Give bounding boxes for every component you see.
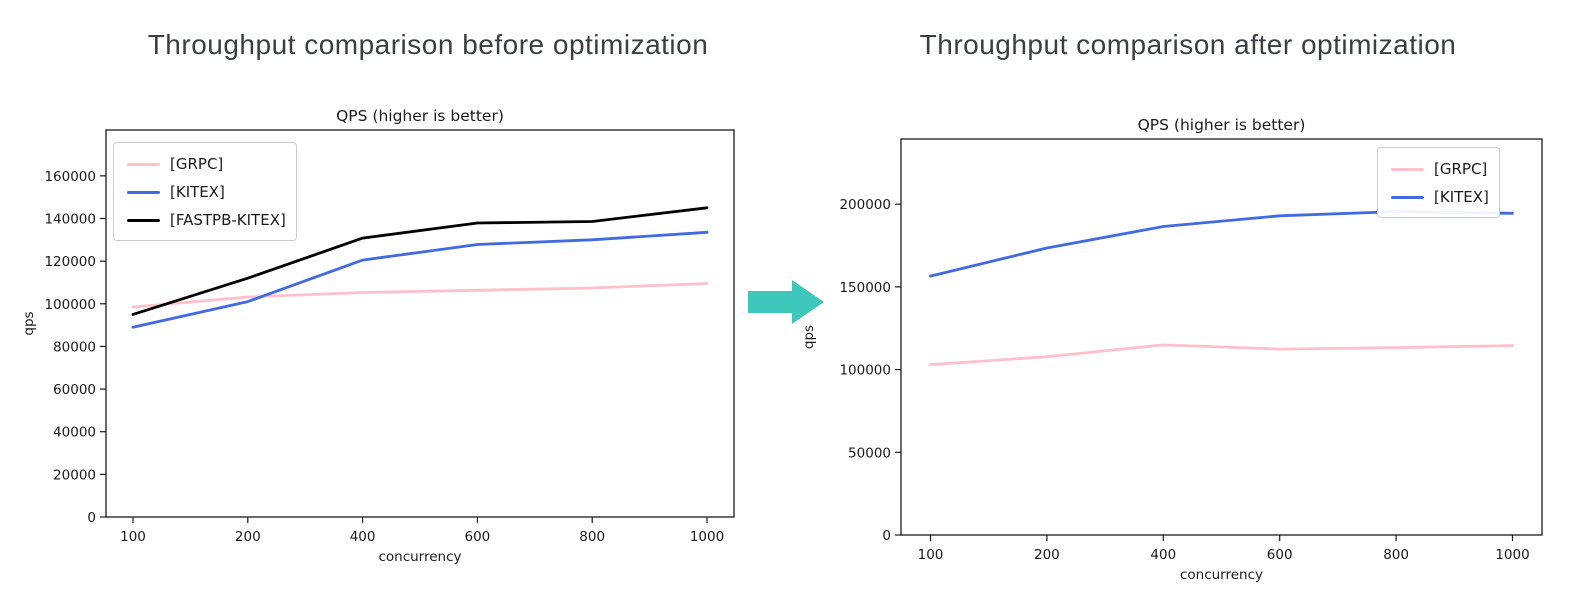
chart-title: QPS (higher is better) bbox=[1138, 116, 1306, 134]
legend-label: [KITEX] bbox=[170, 183, 225, 201]
right-block-arrow-icon bbox=[748, 280, 824, 324]
x-tick-label: 400 bbox=[1150, 547, 1176, 563]
y-axis-label: qps bbox=[801, 325, 817, 349]
heading-after-optimization: Throughput comparison after optimization bbox=[919, 29, 1457, 60]
series-line-fastpb-kitex bbox=[131, 206, 709, 316]
x-tick-label: 200 bbox=[235, 529, 261, 545]
series-line-kitex bbox=[929, 210, 1514, 278]
legend-item-fastpb-kitex: [FASTPB-KITEX] bbox=[124, 206, 286, 234]
legend-label: [GRPC] bbox=[170, 155, 224, 173]
transition-arrow bbox=[748, 280, 824, 324]
x-tick-label: 600 bbox=[465, 529, 491, 545]
series-line-kitex bbox=[131, 230, 709, 329]
chart-after: QPS (higher is better) 0 50000 100000 150000… bbox=[801, 116, 1543, 583]
x-tick-label: 800 bbox=[1383, 547, 1409, 563]
y-tick-label: 0 bbox=[882, 528, 891, 544]
y-tick-label: 100000 bbox=[44, 297, 96, 313]
x-tick-label: 800 bbox=[579, 529, 605, 545]
x-tick-label: 100 bbox=[120, 529, 146, 545]
heading-before-optimization: Throughput comparison before optimizatio… bbox=[147, 29, 709, 60]
x-axis-label: concurrency bbox=[1180, 567, 1263, 583]
y-tick-label: 120000 bbox=[44, 254, 96, 270]
x-tick-label: 200 bbox=[1034, 547, 1060, 563]
legend-label: [FASTPB-KITEX] bbox=[170, 211, 286, 229]
y-tick-label: 20000 bbox=[53, 467, 96, 483]
chart-title: QPS (higher is better) bbox=[336, 107, 504, 125]
y-axis-label: qps bbox=[21, 311, 37, 335]
legend-label: [KITEX] bbox=[1434, 188, 1489, 206]
y-tick-label: 140000 bbox=[44, 211, 96, 227]
y-tick-label: 200000 bbox=[839, 197, 891, 213]
legend-line-sample bbox=[127, 190, 160, 194]
legend-item-grpc: [GRPC] bbox=[1388, 155, 1489, 183]
legend-before: [GRPC] [KITEX] [FASTPB-KITEX] bbox=[113, 142, 297, 241]
plot-frame bbox=[105, 129, 735, 518]
y-tick-label: 160000 bbox=[44, 169, 96, 185]
y-tick-label: 80000 bbox=[53, 339, 96, 355]
legend-line-sample bbox=[127, 162, 160, 166]
series-line-grpc bbox=[131, 282, 709, 309]
legend-label: [GRPC] bbox=[1434, 160, 1488, 178]
legend-line-sample bbox=[1391, 195, 1424, 199]
x-tick-label: 600 bbox=[1267, 547, 1293, 563]
y-tick-label: 100000 bbox=[839, 363, 891, 379]
x-tick-label: 1000 bbox=[690, 529, 724, 545]
x-tick-label: 1000 bbox=[1495, 547, 1529, 563]
y-tick-label: 60000 bbox=[53, 382, 96, 398]
y-tick-label: 40000 bbox=[53, 425, 96, 441]
y-tick-label: 150000 bbox=[839, 280, 891, 296]
legend-item-grpc: [GRPC] bbox=[124, 150, 286, 178]
legend-item-kitex: [KITEX] bbox=[124, 178, 286, 206]
chart-before: QPS (higher is better) 0 20000 40000 60000 80… bbox=[21, 107, 735, 565]
y-tick-label: 50000 bbox=[848, 445, 891, 461]
plot-frame bbox=[900, 138, 1543, 536]
legend-item-kitex: [KITEX] bbox=[1388, 183, 1489, 211]
legend-line-sample bbox=[1391, 167, 1424, 171]
legend-after: [GRPC] [KITEX] bbox=[1377, 147, 1500, 218]
y-tick-label: 0 bbox=[87, 510, 96, 526]
x-tick-label: 100 bbox=[918, 547, 944, 563]
legend-line-sample bbox=[127, 218, 160, 222]
x-axis-label: concurrency bbox=[378, 549, 461, 565]
series-line-grpc bbox=[929, 343, 1514, 367]
x-tick-label: 400 bbox=[350, 529, 376, 545]
